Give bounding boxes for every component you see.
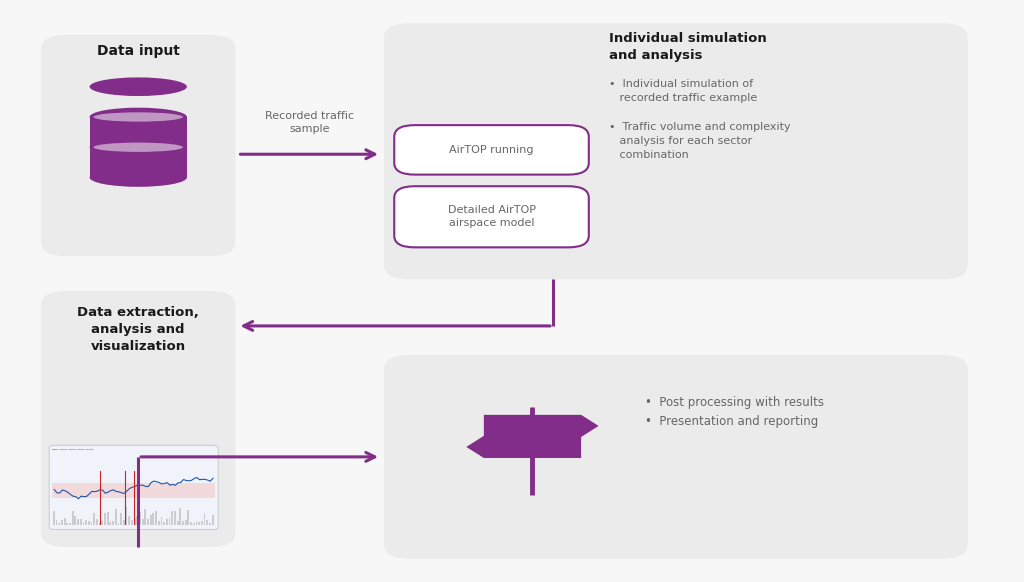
Bar <box>204 513 206 525</box>
Bar <box>158 521 160 525</box>
Bar <box>131 520 133 525</box>
Bar <box>110 522 112 525</box>
Bar <box>113 520 114 525</box>
Bar <box>90 147 186 178</box>
Bar <box>182 521 184 525</box>
Bar <box>96 519 98 525</box>
Bar <box>58 523 60 525</box>
Bar <box>52 483 215 498</box>
Text: Individual simulation
and analysis: Individual simulation and analysis <box>609 32 767 62</box>
Bar <box>166 519 168 525</box>
Ellipse shape <box>93 143 183 152</box>
Bar <box>171 511 173 525</box>
Bar <box>77 519 79 525</box>
Bar <box>128 516 130 525</box>
Text: Detailed AirTOP
airspace model: Detailed AirTOP airspace model <box>447 205 536 228</box>
Bar <box>134 518 135 525</box>
Bar <box>190 521 191 525</box>
Bar <box>118 523 120 525</box>
Bar <box>187 510 189 525</box>
Bar <box>201 521 203 525</box>
FancyBboxPatch shape <box>49 445 218 530</box>
Text: Recorded traffic
sample: Recorded traffic sample <box>264 111 354 134</box>
Bar <box>104 513 105 525</box>
Bar <box>169 518 170 525</box>
FancyBboxPatch shape <box>394 186 589 247</box>
FancyBboxPatch shape <box>384 355 968 559</box>
Bar <box>196 521 198 525</box>
Ellipse shape <box>90 108 186 126</box>
Bar <box>163 522 165 525</box>
Bar <box>93 513 95 525</box>
Bar <box>212 515 214 525</box>
Bar <box>141 520 143 525</box>
FancyBboxPatch shape <box>394 125 589 175</box>
Bar <box>193 523 195 525</box>
Bar <box>90 521 92 525</box>
Ellipse shape <box>90 168 186 187</box>
Bar <box>174 510 176 525</box>
Bar <box>161 517 163 525</box>
Bar <box>88 521 90 525</box>
FancyArrow shape <box>484 415 599 437</box>
Text: Data extraction,
analysis and
visualization: Data extraction, analysis and visualizat… <box>77 306 200 353</box>
Text: AirTOP running: AirTOP running <box>450 145 534 155</box>
Bar <box>150 515 152 525</box>
Bar <box>85 520 87 525</box>
Ellipse shape <box>90 77 186 96</box>
Bar <box>106 512 109 525</box>
Bar <box>72 511 74 525</box>
Bar <box>80 519 82 525</box>
Bar <box>126 508 127 525</box>
Bar <box>199 522 200 525</box>
Bar <box>209 523 211 525</box>
Ellipse shape <box>93 112 183 122</box>
Bar <box>206 520 208 525</box>
Bar <box>120 513 122 525</box>
Bar <box>144 509 146 525</box>
Text: ─── ─── ─── ─── ───: ─── ─── ─── ─── ─── <box>51 448 94 452</box>
FancyBboxPatch shape <box>384 23 968 279</box>
FancyBboxPatch shape <box>41 35 236 256</box>
Text: Data input: Data input <box>97 44 179 58</box>
Bar <box>61 520 62 525</box>
Text: •  Individual simulation of
   recorded traffic example: • Individual simulation of recorded traf… <box>609 79 758 102</box>
Text: •  Post processing with results
•  Presentation and reporting: • Post processing with results • Present… <box>645 396 824 428</box>
Bar <box>184 520 186 525</box>
Bar <box>177 520 178 525</box>
Bar <box>156 511 157 525</box>
Bar <box>69 523 71 525</box>
Bar <box>55 520 57 525</box>
Bar <box>90 117 186 147</box>
Bar <box>63 518 66 525</box>
FancyArrow shape <box>466 436 582 458</box>
FancyBboxPatch shape <box>41 291 236 547</box>
Bar <box>115 509 117 525</box>
Bar <box>179 508 181 525</box>
Ellipse shape <box>90 138 186 157</box>
Bar <box>153 513 155 525</box>
Bar <box>123 520 125 525</box>
Bar <box>53 512 55 525</box>
Bar <box>83 522 84 525</box>
Bar <box>147 519 148 525</box>
Bar <box>75 516 77 525</box>
Bar <box>67 523 69 525</box>
Bar <box>101 521 103 525</box>
Bar <box>139 512 141 525</box>
Bar <box>136 516 138 525</box>
Bar <box>98 523 100 525</box>
Text: •  Traffic volume and complexity
   analysis for each sector
   combination: • Traffic volume and complexity analysis… <box>609 122 791 160</box>
